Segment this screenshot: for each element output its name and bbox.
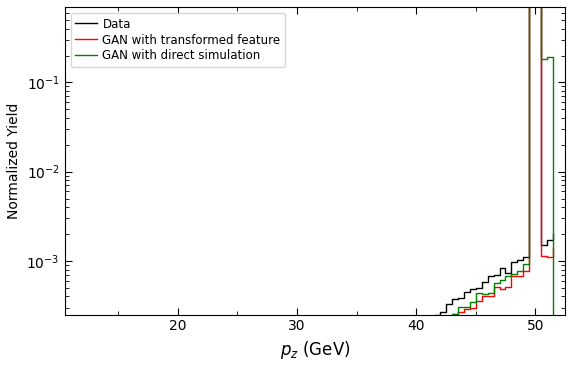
Y-axis label: Normalized Yield: Normalized Yield xyxy=(7,103,21,219)
Data xyxy=(443,301,450,306)
X-axis label: $p_z$ (GeV): $p_z$ (GeV) xyxy=(280,339,350,361)
Data xyxy=(550,232,557,236)
Line: GAN with direct simulation: GAN with direct simulation xyxy=(65,0,553,368)
Line: Data: Data xyxy=(65,0,553,368)
Data xyxy=(353,364,360,368)
GAN with transformed feature xyxy=(443,314,450,319)
GAN with direct simulation xyxy=(443,317,450,322)
GAN with transformed feature xyxy=(550,245,557,250)
Data xyxy=(413,320,420,325)
GAN with transformed feature xyxy=(413,334,420,338)
Legend: Data, GAN with transformed feature, GAN with direct simulation: Data, GAN with transformed feature, GAN … xyxy=(70,13,285,67)
GAN with direct simulation xyxy=(413,329,420,333)
Line: GAN with transformed feature: GAN with transformed feature xyxy=(65,0,553,368)
